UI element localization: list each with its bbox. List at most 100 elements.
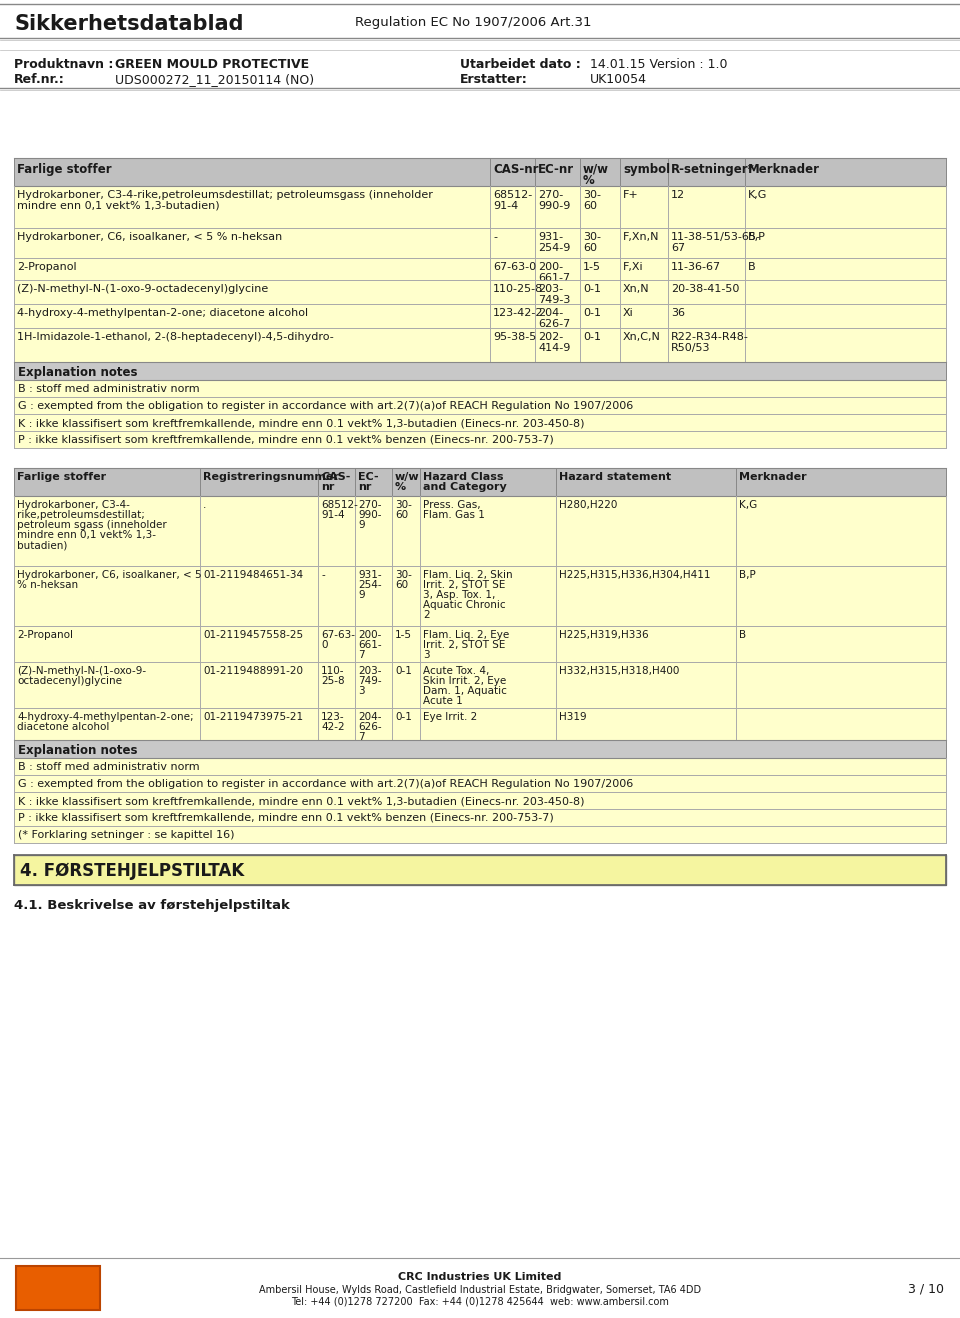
- Text: -: -: [493, 232, 497, 243]
- Text: 204-: 204-: [538, 308, 564, 318]
- Text: 110-25-8: 110-25-8: [493, 283, 543, 294]
- Bar: [14, 397, 946, 414]
- Text: Hydrokarboner, C3-4-: Hydrokarboner, C3-4-: [17, 500, 130, 510]
- Text: 123-42-2: 123-42-2: [493, 308, 543, 318]
- Bar: [14, 809, 946, 826]
- Text: P : ikke klassifisert som kreftfremkallende, mindre enn 0.1 vekt% benzen (Einecs: P : ikke klassifisert som kreftfremkalle…: [18, 435, 554, 445]
- Text: 661-: 661-: [358, 641, 382, 650]
- Text: Hazard Class: Hazard Class: [423, 472, 503, 482]
- Text: 3: 3: [423, 650, 430, 660]
- Text: mindre enn 0,1 vekt% 1,3-butadien): mindre enn 0,1 vekt% 1,3-butadien): [17, 202, 220, 211]
- Text: 749-3: 749-3: [538, 295, 570, 304]
- Text: 30-: 30-: [583, 232, 601, 243]
- Text: 91-4: 91-4: [493, 202, 518, 211]
- Text: Ref.nr.:: Ref.nr.:: [14, 72, 64, 86]
- Text: 1H-Imidazole-1-ethanol, 2-(8-heptadecenyl)-4,5-dihydro-: 1H-Imidazole-1-ethanol, 2-(8-heptadeceny…: [17, 332, 334, 341]
- Text: 4. FØRSTEHJELPSTILTAK: 4. FØRSTEHJELPSTILTAK: [20, 862, 244, 880]
- Text: Merknader: Merknader: [748, 163, 820, 177]
- Text: F,Xn,N: F,Xn,N: [623, 232, 660, 243]
- Text: Ambersil House, Wylds Road, Castlefield Industrial Estate, Bridgwater, Somerset,: Ambersil House, Wylds Road, Castlefield …: [259, 1285, 701, 1296]
- Text: 202-: 202-: [538, 332, 564, 341]
- Text: 9: 9: [358, 521, 365, 530]
- Text: 254-: 254-: [358, 580, 382, 590]
- Bar: [14, 304, 946, 328]
- Text: Farlige stoffer: Farlige stoffer: [17, 163, 111, 177]
- Bar: [14, 431, 946, 448]
- Text: 414-9: 414-9: [538, 343, 570, 353]
- Text: Hydrokarboner, C6, isoalkaner, < 5 % n-heksan: Hydrokarboner, C6, isoalkaner, < 5 % n-h…: [17, 232, 282, 243]
- Text: w/w: w/w: [583, 163, 609, 177]
- Text: (Z)-N-methyl-N-(1-oxo-9-: (Z)-N-methyl-N-(1-oxo-9-: [17, 666, 146, 676]
- Text: Xn,N: Xn,N: [623, 283, 650, 294]
- Text: 14.01.15 Version : 1.0: 14.01.15 Version : 1.0: [590, 58, 728, 71]
- Text: EC-: EC-: [358, 472, 378, 482]
- Text: Acute Tox. 4,: Acute Tox. 4,: [423, 666, 490, 676]
- Bar: [14, 380, 946, 397]
- Text: UK10054: UK10054: [590, 72, 647, 86]
- Text: EC-nr: EC-nr: [538, 163, 574, 177]
- Text: 01-2119473975-21: 01-2119473975-21: [203, 712, 303, 722]
- Text: Irrit. 2, STOT SE: Irrit. 2, STOT SE: [423, 641, 505, 650]
- Text: Regulation EC No 1907/2006 Art.31: Regulation EC No 1907/2006 Art.31: [355, 16, 591, 29]
- Text: 990-9: 990-9: [538, 202, 570, 211]
- Text: F+: F+: [623, 190, 638, 200]
- Text: Tel: +44 (0)1278 727200  Fax: +44 (0)1278 425644  web: www.ambersil.com: Tel: +44 (0)1278 727200 Fax: +44 (0)1278…: [291, 1296, 669, 1306]
- Text: G : exempted from the obligation to register in accordance with art.2(7)(a)of RE: G : exempted from the obligation to regi…: [18, 779, 634, 789]
- Text: G : exempted from the obligation to register in accordance with art.2(7)(a)of RE: G : exempted from the obligation to regi…: [18, 401, 634, 411]
- Text: mindre enn 0,1 vekt% 1,3-: mindre enn 0,1 vekt% 1,3-: [17, 530, 156, 540]
- Text: 11-38-51/53-65-: 11-38-51/53-65-: [671, 232, 761, 243]
- Text: 110-: 110-: [321, 666, 345, 676]
- Text: .: .: [203, 500, 206, 510]
- Text: 7: 7: [358, 731, 365, 742]
- Bar: [14, 855, 946, 884]
- Text: H280,H220: H280,H220: [559, 500, 617, 510]
- Bar: [14, 328, 946, 362]
- Text: 990-: 990-: [358, 510, 381, 521]
- Text: 203-: 203-: [538, 283, 564, 294]
- Text: K,G: K,G: [748, 190, 767, 200]
- Text: -: -: [321, 569, 324, 580]
- Text: 4-hydroxy-4-methylpentan-2-one;: 4-hydroxy-4-methylpentan-2-one;: [17, 712, 194, 722]
- Text: Flam. Gas 1: Flam. Gas 1: [423, 510, 485, 521]
- Bar: [14, 414, 946, 431]
- Text: Explanation notes: Explanation notes: [18, 743, 137, 757]
- Text: H319: H319: [559, 712, 587, 722]
- Text: 36: 36: [671, 308, 685, 318]
- Bar: [14, 626, 946, 662]
- Text: 68512-: 68512-: [493, 190, 532, 200]
- Text: Registreringsnummer: Registreringsnummer: [203, 472, 339, 482]
- Text: CRC Industries UK Limited: CRC Industries UK Limited: [398, 1272, 562, 1282]
- Text: 11-36-67: 11-36-67: [671, 262, 721, 272]
- Bar: [14, 826, 946, 844]
- Text: R22-R34-R48-: R22-R34-R48-: [671, 332, 749, 341]
- Bar: [14, 279, 946, 304]
- Bar: [14, 496, 946, 565]
- Text: 204-: 204-: [358, 712, 381, 722]
- Text: Dam. 1, Aquatic: Dam. 1, Aquatic: [423, 685, 507, 696]
- Text: %: %: [583, 174, 595, 187]
- Text: B: B: [739, 630, 746, 641]
- Text: Merknader: Merknader: [739, 472, 806, 482]
- Text: 1-5: 1-5: [395, 630, 412, 641]
- Text: 0-1: 0-1: [395, 712, 412, 722]
- Text: Hydrokarboner, C6, isoalkaner, < 5: Hydrokarboner, C6, isoalkaner, < 5: [17, 569, 202, 580]
- Text: (Z)-N-methyl-N-(1-oxo-9-octadecenyl)glycine: (Z)-N-methyl-N-(1-oxo-9-octadecenyl)glyc…: [17, 283, 268, 294]
- Text: Acute 1: Acute 1: [423, 696, 463, 706]
- Text: 68512-: 68512-: [321, 500, 358, 510]
- Bar: [14, 362, 946, 380]
- Bar: [14, 228, 946, 258]
- Text: 203-: 203-: [358, 666, 381, 676]
- Text: 01-2119488991-20: 01-2119488991-20: [203, 666, 303, 676]
- Text: Flam. Liq. 2, Eye: Flam. Liq. 2, Eye: [423, 630, 509, 641]
- Text: 0-1: 0-1: [583, 283, 601, 294]
- Text: % n-heksan: % n-heksan: [17, 580, 78, 590]
- Text: 254-9: 254-9: [538, 243, 570, 253]
- Text: %: %: [395, 482, 406, 492]
- Bar: [14, 186, 946, 228]
- Text: P : ikke klassifisert som kreftfremkallende, mindre enn 0.1 vekt% benzen (Einecs: P : ikke klassifisert som kreftfremkalle…: [18, 813, 554, 822]
- Text: 0-1: 0-1: [395, 666, 412, 676]
- Text: Press. Gas,: Press. Gas,: [423, 500, 481, 510]
- Bar: [14, 739, 946, 758]
- Text: 4-hydroxy-4-methylpentan-2-one; diacetone alcohol: 4-hydroxy-4-methylpentan-2-one; diaceton…: [17, 308, 308, 318]
- Text: butadien): butadien): [17, 540, 67, 550]
